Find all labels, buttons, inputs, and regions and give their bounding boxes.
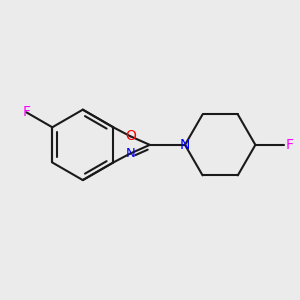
Text: N: N (180, 138, 190, 152)
Text: N: N (125, 147, 135, 160)
Text: O: O (125, 129, 136, 143)
Text: F: F (22, 105, 30, 119)
Text: F: F (286, 138, 294, 152)
